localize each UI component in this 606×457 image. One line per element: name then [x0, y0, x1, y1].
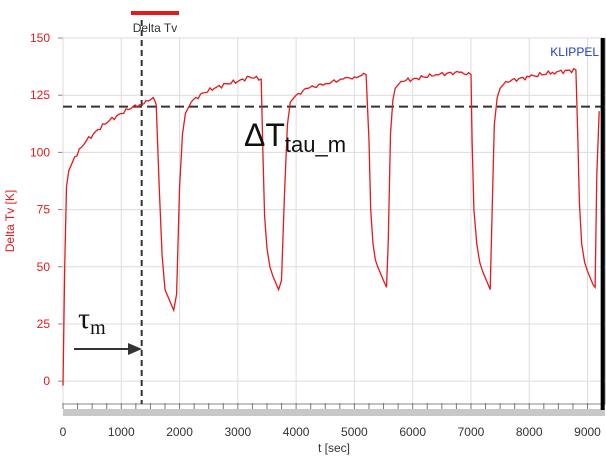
grid-lines: [58, 37, 605, 404]
tau-arrow-head: [128, 343, 142, 355]
x-tick-label: 4000: [283, 425, 310, 439]
y-tick-label: 50: [37, 260, 51, 274]
scrollbar-ticks: [62, 403, 589, 409]
x-tick-label: 1000: [108, 425, 135, 439]
x-tick-label: 0: [60, 425, 67, 439]
tau-symbol: τ: [78, 302, 90, 335]
x-tick-label: 7000: [458, 425, 485, 439]
y-tick-label: 25: [37, 317, 51, 331]
series-line-delta-tv: [62, 67, 600, 386]
x-tick-label: 3000: [224, 425, 251, 439]
bottom-scrollbar[interactable]: [63, 409, 605, 416]
delta-t-annotation: ΔTtau_m: [244, 117, 346, 157]
x-tick-label: 8000: [516, 425, 543, 439]
y-tick-label: 0: [43, 374, 50, 388]
y-tick-label: 75: [37, 203, 51, 217]
delta-t-prefix: ΔT: [244, 117, 285, 153]
y-tick-label: 100: [30, 145, 50, 159]
legend-label: Delta Tv: [133, 21, 177, 35]
x-tick-label: 5000: [341, 425, 368, 439]
y-axis-label: Delta Tv [K]: [3, 190, 17, 252]
tau-subscript: m: [90, 317, 106, 339]
x-tick-label: 9000: [574, 425, 601, 439]
tau-annotation: τm: [78, 302, 106, 339]
y-tick-labels: 0 25 50 75 100 125 150: [30, 31, 50, 388]
plot-area: [62, 37, 606, 405]
delta-t-subscript: tau_m: [285, 132, 346, 157]
x-axis-label: t [sec]: [318, 441, 350, 455]
x-tick-labels: 0 1000 2000 3000 4000 5000 6000 7000 8000 9000: [60, 425, 602, 439]
klippel-watermark: KLIPPEL: [550, 45, 599, 59]
x-tick-label: 2000: [166, 425, 193, 439]
x-tick-label: 6000: [399, 425, 426, 439]
y-tick-label: 125: [30, 88, 50, 102]
y-tick-label: 150: [30, 31, 50, 45]
